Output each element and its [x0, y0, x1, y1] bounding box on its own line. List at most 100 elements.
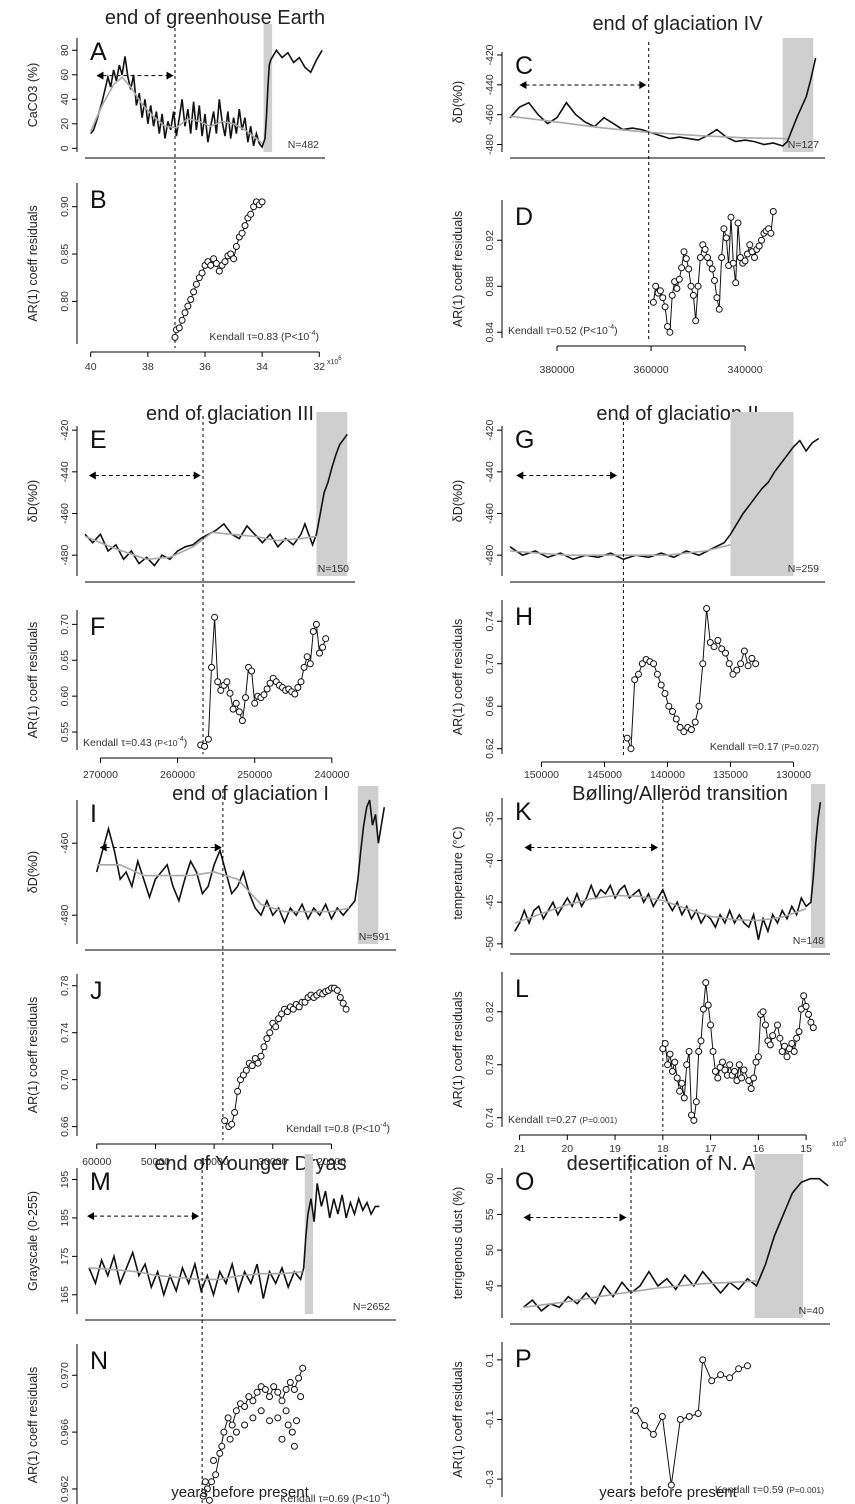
ar1-point	[631, 676, 639, 684]
ar1-point	[704, 1001, 712, 1009]
x-multiplier-base: x10	[832, 1141, 843, 1148]
ar1-point	[309, 628, 317, 635]
bottom-y-axis-label: AR(1) coeff residuals	[26, 1367, 40, 1484]
ar1-point	[692, 317, 700, 325]
arrow-head-right	[193, 471, 201, 480]
x-tick-label: 150000	[524, 769, 559, 781]
ar1-point	[226, 1435, 234, 1443]
bottom-y-axis-label: AR(1) coeff residuals	[451, 991, 465, 1108]
ar1-point	[282, 1407, 290, 1415]
ar1-point	[744, 662, 752, 670]
x-tick-label: 250000	[237, 769, 272, 781]
ar1-point	[691, 718, 699, 726]
ar1-point	[709, 1048, 717, 1055]
panel-desert: desertification of N. Africa 45 50 55 60 terr…	[451, 1153, 830, 1501]
ar1-point	[299, 1364, 307, 1372]
ar1-point	[232, 699, 240, 707]
ar1-point	[735, 1061, 743, 1069]
ar1-point	[288, 1428, 296, 1436]
kendall-statistic: Kendall τ=0.52 (P<10-4)	[508, 324, 618, 337]
panel-label: C	[515, 52, 533, 80]
arrow-head-right	[651, 843, 659, 852]
top-y-tick-label: -480	[59, 905, 71, 926]
ar1-point	[661, 303, 669, 311]
bottom-y-tick-label: -0.3	[484, 1470, 496, 1488]
ar1-point	[767, 229, 775, 237]
ar1-point	[232, 1428, 240, 1436]
ar1-point	[339, 999, 347, 1007]
ar1-point	[181, 309, 189, 317]
bottom-y-tick-label: 0.970	[59, 1362, 71, 1388]
ar1-point	[675, 275, 683, 283]
x-multiplier: x106	[327, 356, 342, 366]
arrow-head-left	[96, 71, 104, 80]
kendall-p-value: (P<10	[155, 738, 178, 748]
ar1-point	[627, 745, 635, 753]
panel-label: E	[90, 426, 107, 454]
bottom-y-tick-label: 0.74	[59, 1022, 71, 1043]
ar1-point	[666, 1050, 674, 1058]
ar1-point	[699, 1005, 707, 1013]
top-y-tick-label: 80	[59, 44, 71, 56]
kendall-statistic: Kendall τ=0.27 (P=0.001)	[508, 1114, 617, 1126]
ar1-point	[204, 735, 212, 743]
ar1-point	[282, 1386, 290, 1393]
kendall-text: Kendall τ=0.52 (P<10	[508, 325, 608, 337]
ar1-point	[184, 302, 192, 310]
top-y-axis-label: Grayscale (0-255)	[26, 1191, 40, 1291]
ar1-point	[714, 636, 722, 644]
ar1-point	[241, 222, 249, 230]
ar1-point	[248, 667, 256, 675]
x-tick-label: 270000	[83, 769, 118, 781]
ar1-point	[657, 681, 665, 689]
ar1-point	[754, 1053, 762, 1061]
kendall-close: )	[387, 1123, 391, 1135]
ar1-point	[740, 1066, 748, 1074]
ar1-point	[680, 1094, 688, 1102]
kendall-exponent: -4	[380, 1122, 386, 1129]
bottom-y-axis-label: AR(1) coeff residuals	[451, 211, 465, 328]
bottom-y-tick-label: 0.66	[59, 1116, 71, 1137]
arrow-head-left	[523, 1213, 531, 1222]
panel-label: O	[515, 1168, 534, 1196]
trend-line	[89, 1267, 303, 1281]
ar1-point	[635, 670, 642, 678]
top-y-tick-label: -480	[59, 544, 71, 565]
ar1-point	[704, 254, 711, 261]
ar1-point	[205, 1496, 213, 1504]
ar1-point	[199, 1492, 207, 1500]
sample-size-label: N=127	[788, 139, 819, 151]
ar1-point	[734, 219, 742, 227]
ar1-point	[263, 685, 271, 693]
ar1-point	[696, 254, 704, 261]
ar1-point	[284, 1421, 292, 1429]
ar1-point	[274, 1388, 282, 1396]
ar1-point	[758, 236, 765, 244]
ar1-point	[272, 1023, 280, 1031]
ar1-point	[661, 1040, 669, 1047]
shaded-transition-region	[754, 1154, 804, 1318]
top-series-line	[509, 57, 817, 147]
panel-glaciation2: end of glaciation II -480 -460 -440 -420 δD(%…	[451, 403, 825, 781]
kendall-exponent: -4	[608, 324, 614, 331]
top-series-line	[90, 48, 323, 149]
ar1-point	[759, 1008, 767, 1016]
top-y-tick-label: 195	[59, 1171, 71, 1189]
ar1-point	[751, 254, 758, 261]
ar1-point	[286, 1378, 294, 1386]
ar1-point	[221, 1117, 229, 1125]
ar1-point	[694, 282, 702, 290]
ar1-point	[769, 208, 777, 215]
arrow-head-right	[166, 71, 174, 80]
chart-title: Bølling/Alleröd transition	[572, 783, 788, 805]
x-multiplier-exp: 6	[338, 356, 342, 362]
panel-label: M	[90, 1168, 111, 1196]
panel-youngerdryas: end of Younger Dryas 165 175 185 195 Grayscal…	[26, 1153, 396, 1504]
ar1-point	[776, 1034, 784, 1042]
ar1-point	[706, 639, 714, 646]
ar1-point	[171, 333, 179, 341]
ar1-point	[683, 1061, 691, 1069]
ar1-point	[708, 265, 716, 273]
panel-label: D	[515, 203, 533, 231]
kendall-exponent: -4	[309, 330, 315, 337]
